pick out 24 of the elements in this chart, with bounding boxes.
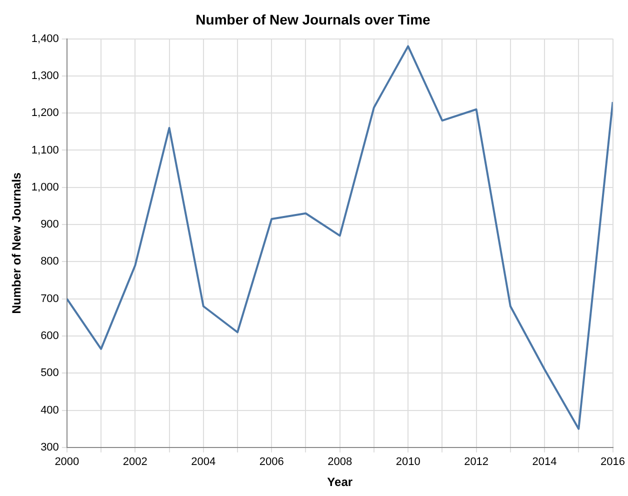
- x-tick-label: 2006: [259, 456, 284, 468]
- x-tick-label: 2016: [600, 456, 626, 468]
- y-tick-label: 1,300: [31, 70, 59, 82]
- y-tick-label: 800: [40, 256, 59, 268]
- y-tick-label: 1,400: [31, 32, 59, 45]
- y-tick-label: 700: [40, 292, 59, 305]
- y-tick-label: 1,100: [31, 144, 59, 156]
- y-axis-title: Number of New Journals: [10, 172, 24, 314]
- y-tick-label: 400: [40, 404, 59, 416]
- x-tick-label: 2012: [464, 456, 489, 468]
- x-tick-label: 2000: [54, 456, 80, 468]
- x-axis-title: Year: [327, 475, 353, 490]
- x-tick-label: 2014: [532, 456, 557, 468]
- y-tick-label: 600: [40, 330, 59, 342]
- y-tick-label: 1,200: [31, 107, 59, 120]
- y-tick-label: 500: [40, 367, 59, 380]
- x-tick-label: 2008: [328, 456, 352, 468]
- x-tick-label: 2004: [191, 456, 216, 468]
- chart-title: Number of New Journals over Time: [196, 11, 431, 28]
- y-tick-label: 1,000: [31, 181, 59, 194]
- y-tick-label: 300: [40, 441, 59, 454]
- x-tick-label: 2010: [396, 456, 420, 468]
- x-tick-label: 2002: [122, 456, 148, 468]
- y-tick-label: 900: [40, 218, 59, 231]
